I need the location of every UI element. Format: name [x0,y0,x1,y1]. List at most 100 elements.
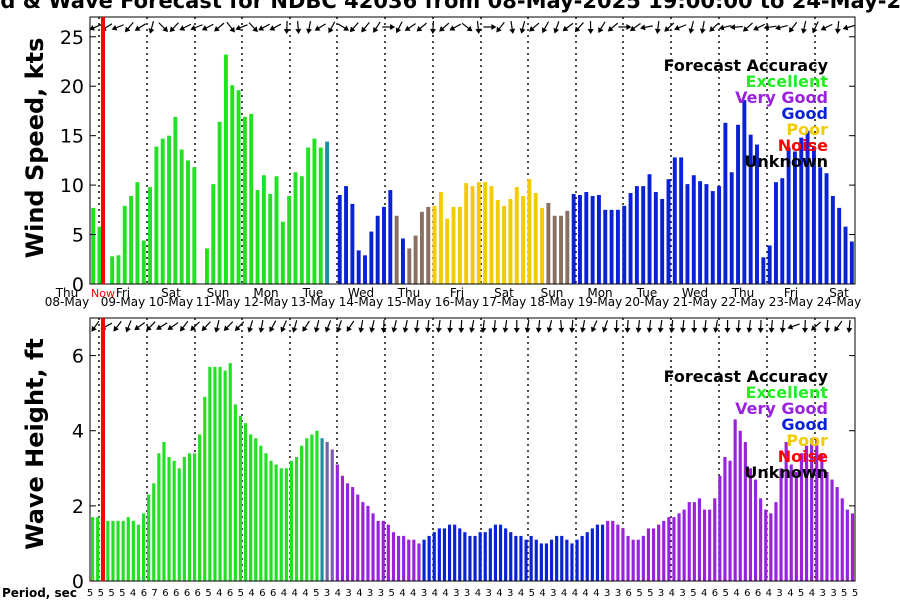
bar [723,457,727,581]
bar [426,206,431,284]
bar [337,195,342,284]
bar [407,539,411,581]
bar [211,184,216,284]
bar [820,453,824,581]
period-value: 5 [690,588,696,599]
bar [708,509,712,581]
direction-arrow-icon [258,319,265,333]
period-value: 4 [475,588,481,599]
direction-arrow-icon [846,319,853,333]
wind-speed-bars [91,54,854,285]
period-value: 3 [464,588,470,599]
bar [350,203,355,284]
bar [560,535,564,581]
bar [122,205,127,284]
direction-arrow-icon [729,24,743,31]
bar [305,438,309,581]
day-label: Sat [494,286,514,300]
bar [318,147,323,284]
bar [402,535,406,581]
bar [335,464,339,581]
period-value: 4 [281,588,287,599]
direction-arrow-icon [336,320,342,333]
bar [774,502,778,581]
direction-arrow-icon [313,320,320,333]
bar [677,513,681,581]
bar [457,206,462,284]
direction-arrow-icon [775,24,788,31]
y-tick-label: 4 [72,421,84,443]
wave-direction-arrows [91,319,853,333]
bar [182,457,186,581]
bar [585,532,589,581]
direction-arrow-icon [810,321,822,331]
bar [641,535,645,581]
bar [830,195,835,284]
direction-arrow-icon [618,24,632,30]
period-value: 4 [302,588,308,599]
bar [363,255,367,284]
day-label: Sun [541,286,564,300]
bar [242,116,247,284]
period-label: Period, sec [2,586,77,600]
bar [412,539,416,581]
direction-arrow-icon [718,24,732,31]
y-tick-label: 2 [72,496,84,518]
bar [172,460,176,581]
direction-arrow-icon [214,22,225,32]
direction-arrow-icon [788,21,798,33]
period-value: 3 [421,588,427,599]
wind-speed-axis-label: Wind Speed, kts [21,38,49,259]
bar [310,434,314,581]
period-value: 6 [755,588,761,599]
bar [533,193,538,284]
direction-arrow-icon [779,319,786,333]
period-value: 6 [259,588,265,599]
bar [192,453,197,581]
chart-title: Wind & Wave Forecast for NDBC 42036 from… [0,0,900,13]
bar [432,532,436,581]
direction-arrow-icon [179,23,192,31]
legend-item: Very Good [735,88,828,107]
direction-arrow-icon [483,24,497,30]
period-value: 5 [647,588,653,599]
bar [325,441,329,581]
bar [603,209,608,284]
legend-item: Excellent [746,72,829,91]
period-value: 4 [572,588,578,599]
date-label: 08-May [45,295,89,309]
direction-arrow-icon [607,22,619,32]
date-label: 14-May [339,295,383,309]
bar [293,172,298,284]
period-value: 5 [87,588,93,599]
direction-arrow-icon [602,320,609,333]
bar [121,520,125,581]
bar [345,483,350,581]
date-label: 20-May [625,295,669,309]
bar [789,464,793,581]
bar [514,535,518,581]
bar [578,195,582,284]
bar [736,124,740,284]
direction-arrow-icon [201,23,214,31]
bar [432,205,437,284]
date-label: 17-May [482,295,526,309]
plot-frame [89,16,856,285]
bar [691,175,696,284]
bar [540,207,545,284]
bar [147,494,151,581]
bar [186,160,190,284]
wave-height-bars [90,363,855,581]
direction-arrow-icon [349,22,359,33]
direction-arrow-icon [657,319,664,333]
bar [595,524,600,581]
bar [96,517,100,581]
direction-arrow-icon [753,23,766,31]
y-tick-label: 5 [72,225,84,247]
direction-arrow-icon [361,21,370,33]
bar [799,137,804,284]
direction-arrow-icon [746,319,753,333]
bar [213,366,217,581]
bar [843,226,848,284]
